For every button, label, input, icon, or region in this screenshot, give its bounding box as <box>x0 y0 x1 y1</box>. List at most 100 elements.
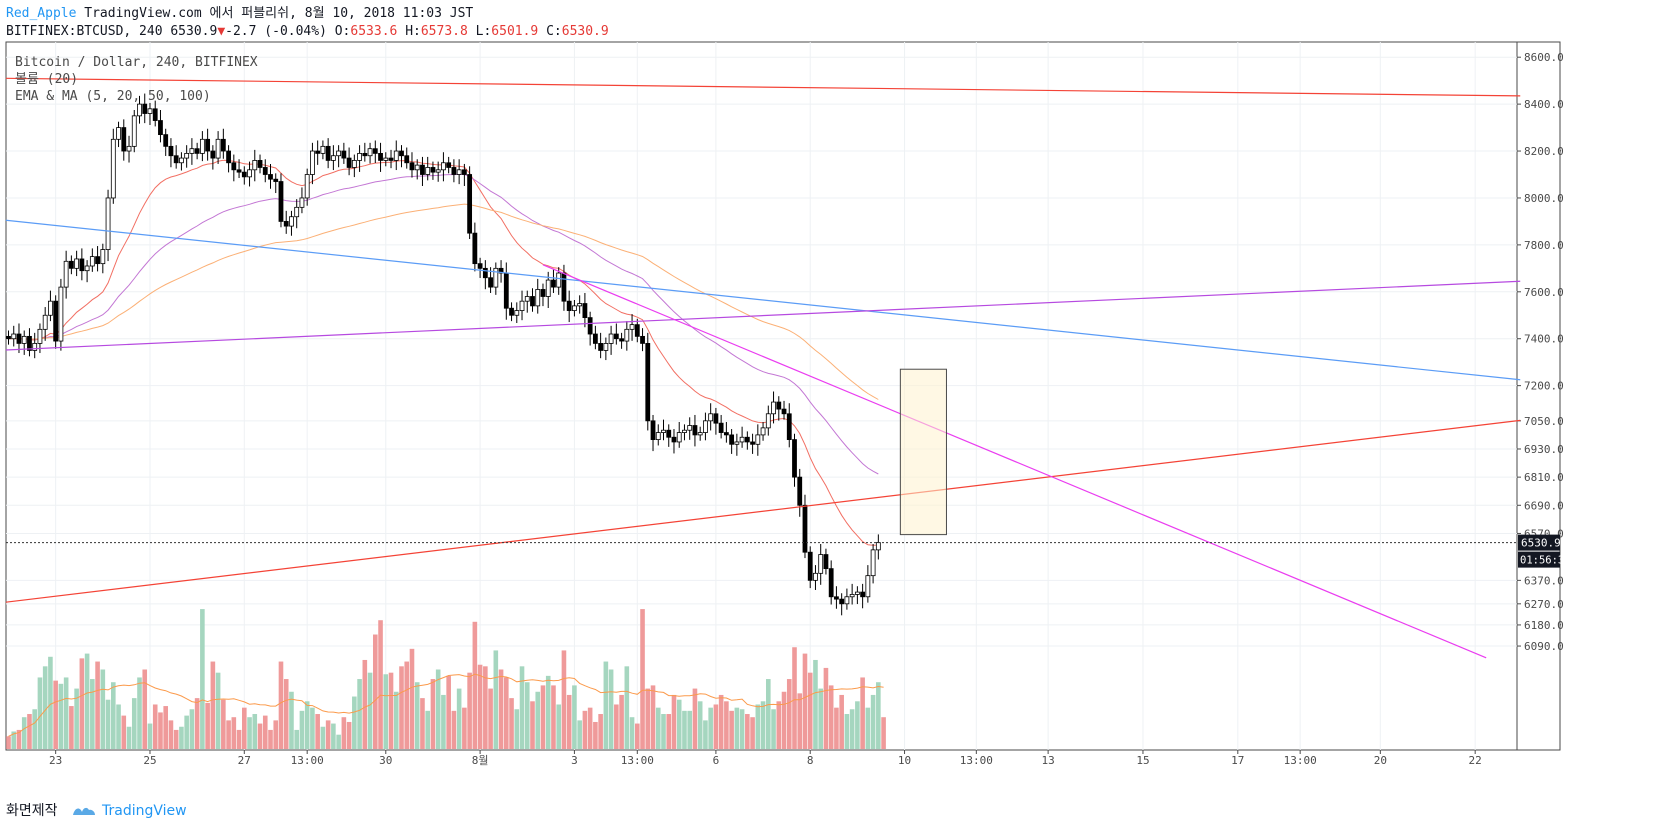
candle <box>629 324 635 330</box>
volume-bar <box>126 726 132 749</box>
candle <box>158 120 163 136</box>
volume-bar <box>158 712 163 749</box>
candle <box>870 549 876 577</box>
candle <box>283 221 289 227</box>
candle <box>199 138 205 154</box>
ema-100-line <box>8 203 879 400</box>
volume-bar <box>666 714 672 749</box>
volume-bar <box>69 706 74 749</box>
volume-bar <box>551 685 556 749</box>
volume-bar <box>11 731 17 749</box>
candle <box>6 335 11 340</box>
candle <box>68 260 74 269</box>
volume-bar <box>362 659 368 749</box>
volume-bar <box>676 699 682 749</box>
volume-bar <box>514 709 520 749</box>
volume-bar <box>661 714 666 749</box>
trendline-blue <box>5 219 1521 381</box>
volume-bar <box>635 723 640 749</box>
candle <box>482 267 488 279</box>
candle <box>131 115 137 147</box>
volume-bar <box>655 707 661 749</box>
candle <box>765 413 771 429</box>
volume-bar <box>79 658 85 749</box>
candle <box>797 476 803 506</box>
candle <box>310 150 315 175</box>
y-axis-label: 6270.0 <box>1524 598 1564 611</box>
volume-bar <box>467 672 472 749</box>
volume-ma-line <box>8 673 884 737</box>
candle <box>750 441 755 445</box>
x-axis-label: 8 <box>807 754 814 767</box>
x-axis-label: 13:00 <box>291 754 324 767</box>
candle <box>572 305 577 311</box>
candle <box>682 429 687 433</box>
trendline-magenta <box>542 264 1487 659</box>
candle <box>545 279 551 297</box>
author-link[interactable]: Red_Apple <box>6 6 77 21</box>
volume-bar <box>750 717 755 749</box>
volume-bar <box>200 609 205 749</box>
publish-info: Red_Apple TradingView.com 에서 퍼블리쉬, 8월 10… <box>6 5 473 23</box>
volume-bar <box>221 699 226 749</box>
high-label: H: <box>405 24 421 39</box>
candle <box>409 162 415 171</box>
y-axis-label: 7800.0 <box>1524 239 1564 252</box>
candle <box>467 174 473 234</box>
candle <box>844 596 850 605</box>
volume-bar <box>273 720 279 749</box>
volume-bar <box>346 721 352 749</box>
candle <box>828 568 834 598</box>
trendline-red-low <box>5 419 1521 603</box>
candle <box>509 307 514 316</box>
candle <box>687 425 693 431</box>
volume-bar <box>231 717 237 749</box>
volume-bar <box>74 688 79 749</box>
candle <box>655 432 661 440</box>
volume-bar <box>357 679 362 749</box>
volume-bar <box>84 653 90 749</box>
volume-bar <box>414 682 420 749</box>
volume-bar <box>383 674 389 749</box>
candle <box>388 157 394 161</box>
volume-bar <box>283 679 289 749</box>
brand-link[interactable]: TradingView <box>101 803 187 819</box>
volume-bar <box>137 677 142 749</box>
volume-bar <box>304 701 310 749</box>
tradingview-logo-icon <box>72 807 95 815</box>
y-axis-label: 6370.0 <box>1524 574 1564 587</box>
volume-bar <box>755 704 761 749</box>
candle <box>503 272 509 309</box>
candle <box>205 138 211 152</box>
candle <box>430 167 436 173</box>
volume-bar <box>697 701 703 749</box>
candle <box>121 127 127 152</box>
volume-bar <box>797 693 803 749</box>
candle <box>152 108 158 121</box>
candle <box>786 413 792 440</box>
volume-bar <box>545 675 551 749</box>
candle <box>330 155 336 161</box>
candle <box>74 258 80 269</box>
volume-bar <box>629 717 635 749</box>
candle <box>247 169 252 178</box>
x-axis-label: 30 <box>379 754 392 767</box>
volume-bar <box>268 729 273 749</box>
candle <box>137 103 142 117</box>
candle <box>551 279 556 288</box>
candle <box>781 408 787 415</box>
x-axis-label: 17 <box>1231 754 1244 767</box>
candle <box>524 296 530 302</box>
candle <box>556 272 562 288</box>
x-axis-label: 6 <box>713 754 720 767</box>
volume-bar <box>435 669 441 749</box>
candle <box>378 152 383 161</box>
y-axis-label: 7400.0 <box>1524 333 1564 346</box>
x-axis-label: 25 <box>143 754 156 767</box>
volume-bar <box>131 698 137 749</box>
volume-bar <box>776 701 782 749</box>
volume-bar <box>572 685 577 749</box>
candle <box>860 591 866 598</box>
volume-bar <box>179 726 184 749</box>
